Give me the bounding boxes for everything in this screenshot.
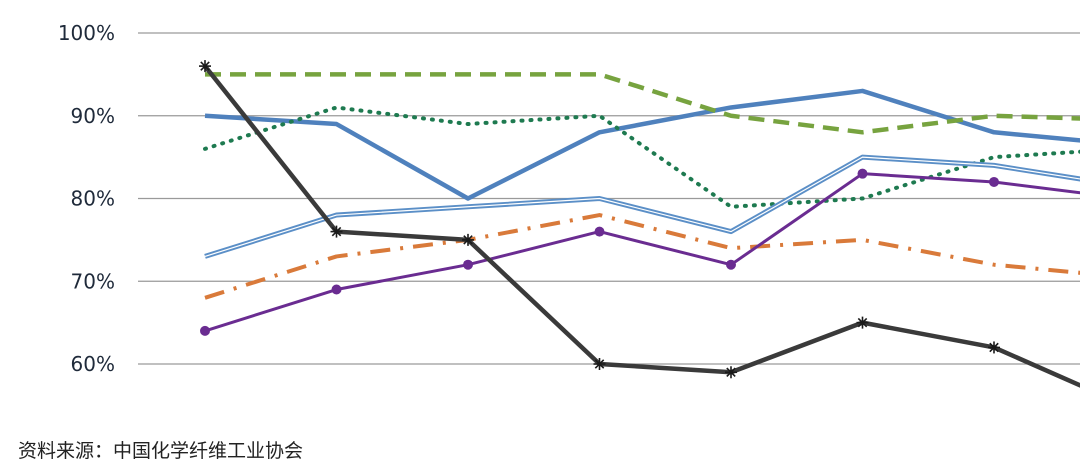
data-point [989, 176, 999, 187]
data-point [199, 60, 211, 73]
y-tick-label: 70% [71, 269, 115, 293]
data-point [988, 341, 1000, 354]
series-line [204, 88, 1080, 201]
y-tick-label: 90% [71, 104, 115, 128]
data-point [462, 233, 474, 246]
data-point [857, 168, 868, 179]
y-tick-label: 60% [71, 352, 115, 376]
series-line [204, 172, 1080, 333]
data-point [463, 259, 473, 270]
data-point [725, 366, 737, 379]
series-line [203, 64, 1080, 388]
y-axis-tick-labels: 60% 70% 80% 90% 100% [58, 21, 115, 376]
y-tick-label: 80% [71, 187, 115, 211]
data-point [331, 284, 342, 295]
line-chart: 60% 70% 80% 90% 100% [58, 21, 1080, 388]
series-markers [199, 60, 1000, 379]
source-note: 资料来源：中国化学纤维工业协会 [18, 440, 304, 462]
data-point [200, 325, 210, 336]
y-tick-label: 100% [58, 21, 115, 45]
series-lines [203, 64, 1080, 388]
data-point [594, 226, 605, 237]
series-line [205, 72, 1080, 135]
data-point [856, 316, 869, 329]
series-line-inner [204, 156, 1080, 257]
data-point [330, 225, 343, 238]
series-line [204, 213, 1080, 300]
data-point [593, 358, 606, 370]
data-point [726, 259, 736, 270]
